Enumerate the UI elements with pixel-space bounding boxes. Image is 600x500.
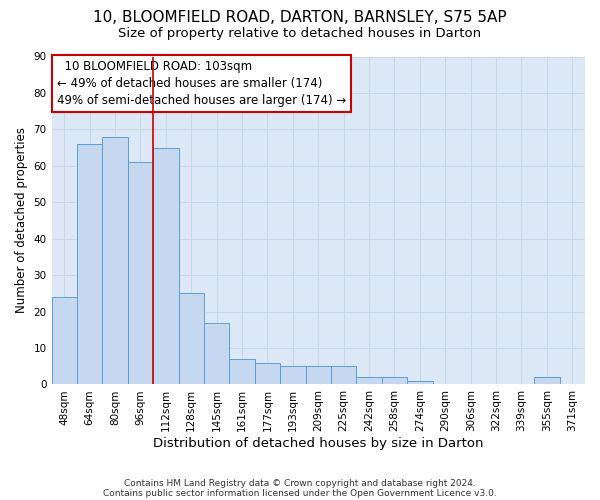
Bar <box>52 297 77 384</box>
Bar <box>103 136 128 384</box>
X-axis label: Distribution of detached houses by size in Darton: Distribution of detached houses by size … <box>153 437 484 450</box>
Bar <box>179 294 204 384</box>
Bar <box>255 362 280 384</box>
Bar <box>382 377 407 384</box>
Text: 10 BLOOMFIELD ROAD: 103sqm  
← 49% of detached houses are smaller (174)
49% of s: 10 BLOOMFIELD ROAD: 103sqm ← 49% of deta… <box>57 60 346 107</box>
Y-axis label: Number of detached properties: Number of detached properties <box>15 128 28 314</box>
Text: Size of property relative to detached houses in Darton: Size of property relative to detached ho… <box>118 28 482 40</box>
Bar <box>229 359 255 384</box>
Bar <box>77 144 103 384</box>
Bar <box>534 377 560 384</box>
Bar <box>128 162 153 384</box>
Bar <box>407 381 433 384</box>
Bar <box>280 366 305 384</box>
Text: Contains public sector information licensed under the Open Government Licence v3: Contains public sector information licen… <box>103 488 497 498</box>
Bar <box>331 366 356 384</box>
Text: 10, BLOOMFIELD ROAD, DARTON, BARNSLEY, S75 5AP: 10, BLOOMFIELD ROAD, DARTON, BARNSLEY, S… <box>93 10 507 25</box>
Text: Contains HM Land Registry data © Crown copyright and database right 2024.: Contains HM Land Registry data © Crown c… <box>124 478 476 488</box>
Bar <box>204 322 229 384</box>
Bar <box>356 377 382 384</box>
Bar <box>305 366 331 384</box>
Bar <box>153 148 179 384</box>
